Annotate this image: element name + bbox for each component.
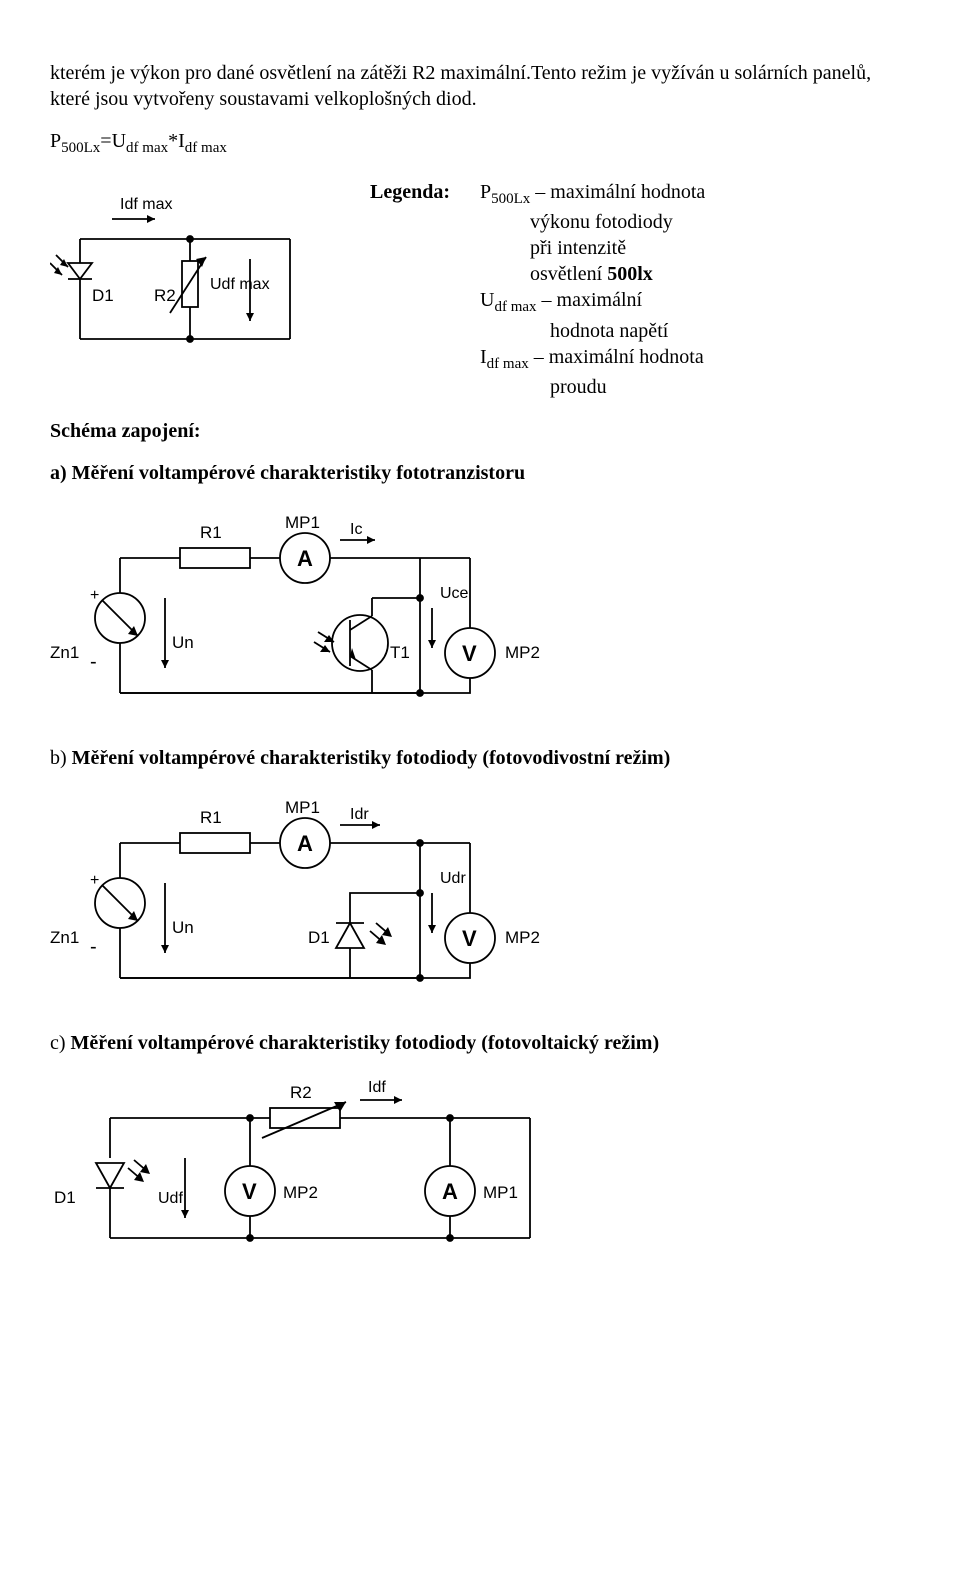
legend-row: Idf max D1 R2 Udf max Legenda: P500Lx – … — [50, 179, 910, 401]
formula-main: P500Lx=Udf max*Idf max — [50, 128, 910, 159]
d2-t1: T1 — [390, 643, 410, 662]
diagram-4: D1 Udf V MP2 R2 Idf A MP1 — [50, 1068, 910, 1275]
d2-mp1: MP1 — [285, 513, 320, 532]
d2-a: A — [297, 546, 313, 571]
label-r2: R2 — [154, 286, 176, 305]
section-c: c) Měření voltampérové charakteristiky f… — [50, 1030, 910, 1056]
d4-udf: Udf — [158, 1190, 183, 1207]
d3-d1: D1 — [308, 928, 330, 947]
d3-plus: + — [90, 872, 99, 889]
d2-r1: R1 — [200, 523, 222, 542]
d4-mp2: MP2 — [283, 1183, 318, 1202]
diagram-3: Zn1 + - Un R1 MP1 A Idr D1 Udr V MP2 — [50, 783, 910, 1010]
d4-v: V — [242, 1179, 257, 1204]
d2-uce: Uce — [440, 585, 469, 602]
d2-zn1: Zn1 — [50, 643, 79, 662]
paragraph-intro: kterém je výkon pro dané osvětlení na zá… — [50, 60, 910, 112]
label-d1: D1 — [92, 286, 114, 305]
d4-r2: R2 — [290, 1083, 312, 1102]
section-a: a) Měření voltampérové charakteristiky f… — [50, 460, 910, 486]
d2-mp2: MP2 — [505, 643, 540, 662]
d3-un: Un — [172, 918, 194, 937]
d4-a: A — [442, 1179, 458, 1204]
d2-plus: + — [90, 587, 99, 604]
legend-label: Legenda: — [370, 179, 450, 401]
d2-ic: Ic — [350, 521, 362, 538]
label-idf: Idf max — [120, 196, 172, 213]
d3-minus: - — [90, 936, 97, 958]
d2-minus: - — [90, 651, 97, 673]
d4-d1: D1 — [54, 1188, 76, 1207]
diagram-1: Idf max D1 R2 Udf max — [50, 189, 330, 366]
d2-v: V — [462, 641, 477, 666]
d3-udr: Udr — [440, 870, 466, 887]
d3-v: V — [462, 926, 477, 951]
diagram-2: Zn1 + - Un R1 MP1 A Ic T1 Uce V MP2 — [50, 498, 910, 725]
d4-mp1: MP1 — [483, 1183, 518, 1202]
d4-idf: Idf — [368, 1079, 386, 1096]
legend-body: P500Lx – maximální hodnota výkonu fotodi… — [480, 179, 705, 401]
d3-r1: R1 — [200, 808, 222, 827]
heading-schema: Schéma zapojení: — [50, 418, 910, 444]
d3-a: A — [297, 831, 313, 856]
d3-zn1: Zn1 — [50, 928, 79, 947]
d3-idr: Idr — [350, 806, 369, 823]
label-udf: Udf max — [210, 276, 270, 293]
section-b: b) Měření voltampérové charakteristiky f… — [50, 745, 910, 771]
d2-un: Un — [172, 633, 194, 652]
d3-mp1: MP1 — [285, 798, 320, 817]
d3-mp2: MP2 — [505, 928, 540, 947]
